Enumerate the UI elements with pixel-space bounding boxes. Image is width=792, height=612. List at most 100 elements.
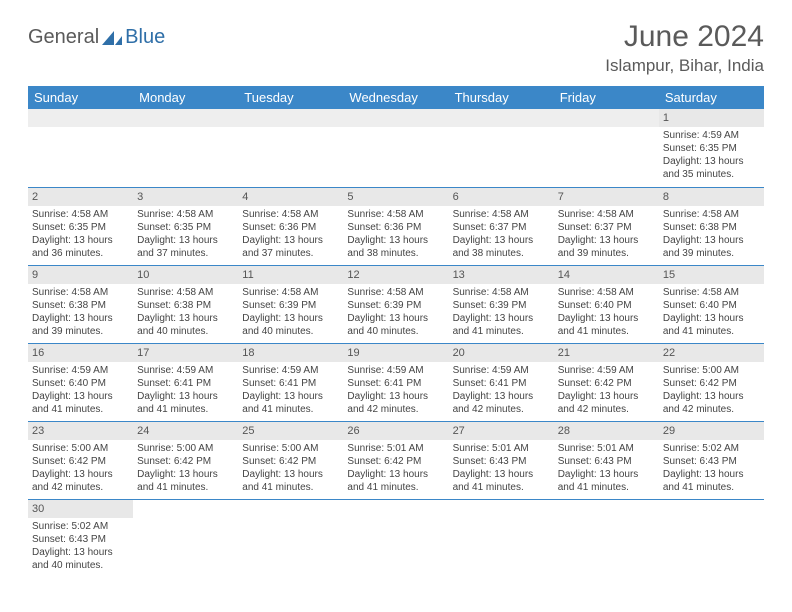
calendar-day-cell: 4Sunrise: 4:58 AMSunset: 6:36 PMDaylight… xyxy=(238,187,343,265)
daylight-line: Daylight: 13 hours and 42 minutes. xyxy=(32,468,129,494)
calendar-day-cell: 29Sunrise: 5:02 AMSunset: 6:43 PMDayligh… xyxy=(659,421,764,499)
sunrise-line: Sunrise: 5:02 AM xyxy=(663,442,760,455)
sunset-line: Sunset: 6:40 PM xyxy=(32,377,129,390)
calendar-day-cell: 21Sunrise: 4:59 AMSunset: 6:42 PMDayligh… xyxy=(554,343,659,421)
sunset-line: Sunset: 6:39 PM xyxy=(453,299,550,312)
sunrise-line: Sunrise: 4:59 AM xyxy=(453,364,550,377)
sunrise-line: Sunrise: 4:59 AM xyxy=(347,364,444,377)
sunrise-line: Sunrise: 4:59 AM xyxy=(32,364,129,377)
day-details: Sunrise: 4:58 AMSunset: 6:35 PMDaylight:… xyxy=(28,206,133,264)
weekday-header: Saturday xyxy=(659,86,764,109)
day-details: Sunrise: 4:58 AMSunset: 6:38 PMDaylight:… xyxy=(659,206,764,264)
day-details: Sunrise: 5:00 AMSunset: 6:42 PMDaylight:… xyxy=(28,440,133,498)
day-details: Sunrise: 4:59 AMSunset: 6:40 PMDaylight:… xyxy=(28,362,133,420)
sunset-line: Sunset: 6:37 PM xyxy=(453,221,550,234)
calendar-day-cell xyxy=(238,499,343,577)
day-number: 29 xyxy=(659,422,764,440)
sunrise-line: Sunrise: 4:58 AM xyxy=(663,286,760,299)
sunset-line: Sunset: 6:35 PM xyxy=(32,221,129,234)
day-details: Sunrise: 4:58 AMSunset: 6:37 PMDaylight:… xyxy=(554,206,659,264)
daylight-line: Daylight: 13 hours and 40 minutes. xyxy=(137,312,234,338)
empty-day-head xyxy=(28,109,133,127)
day-details: Sunrise: 4:59 AMSunset: 6:41 PMDaylight:… xyxy=(238,362,343,420)
sunset-line: Sunset: 6:37 PM xyxy=(558,221,655,234)
day-details: Sunrise: 4:59 AMSunset: 6:41 PMDaylight:… xyxy=(343,362,448,420)
sunset-line: Sunset: 6:42 PM xyxy=(32,455,129,468)
day-number: 2 xyxy=(28,188,133,206)
calendar-day-cell: 26Sunrise: 5:01 AMSunset: 6:42 PMDayligh… xyxy=(343,421,448,499)
calendar-week-row: 2Sunrise: 4:58 AMSunset: 6:35 PMDaylight… xyxy=(28,187,764,265)
sunset-line: Sunset: 6:35 PM xyxy=(663,142,760,155)
sunrise-line: Sunrise: 5:00 AM xyxy=(32,442,129,455)
calendar-day-cell: 17Sunrise: 4:59 AMSunset: 6:41 PMDayligh… xyxy=(133,343,238,421)
brand-sail-icon xyxy=(101,30,123,46)
daylight-line: Daylight: 13 hours and 41 minutes. xyxy=(453,468,550,494)
daylight-line: Daylight: 13 hours and 40 minutes. xyxy=(242,312,339,338)
daylight-line: Daylight: 13 hours and 38 minutes. xyxy=(453,234,550,260)
daylight-line: Daylight: 13 hours and 37 minutes. xyxy=(137,234,234,260)
calendar-day-cell xyxy=(133,109,238,187)
sunrise-line: Sunrise: 4:58 AM xyxy=(663,208,760,221)
sunset-line: Sunset: 6:41 PM xyxy=(347,377,444,390)
calendar-day-cell: 25Sunrise: 5:00 AMSunset: 6:42 PMDayligh… xyxy=(238,421,343,499)
daylight-line: Daylight: 13 hours and 41 minutes. xyxy=(32,390,129,416)
day-details: Sunrise: 5:02 AMSunset: 6:43 PMDaylight:… xyxy=(28,518,133,576)
page-header: General Blue June 2024 Islampur, Bihar, … xyxy=(28,20,764,76)
day-number: 11 xyxy=(238,266,343,284)
day-number: 19 xyxy=(343,344,448,362)
weekday-header: Thursday xyxy=(449,86,554,109)
sunset-line: Sunset: 6:43 PM xyxy=(663,455,760,468)
sunset-line: Sunset: 6:42 PM xyxy=(137,455,234,468)
calendar-day-cell xyxy=(343,109,448,187)
calendar-day-cell: 2Sunrise: 4:58 AMSunset: 6:35 PMDaylight… xyxy=(28,187,133,265)
calendar-day-cell: 18Sunrise: 4:59 AMSunset: 6:41 PMDayligh… xyxy=(238,343,343,421)
sunrise-line: Sunrise: 4:58 AM xyxy=(558,208,655,221)
calendar-day-cell: 19Sunrise: 4:59 AMSunset: 6:41 PMDayligh… xyxy=(343,343,448,421)
calendar-table: Sunday Monday Tuesday Wednesday Thursday… xyxy=(28,86,764,577)
day-details: Sunrise: 4:58 AMSunset: 6:38 PMDaylight:… xyxy=(28,284,133,342)
daylight-line: Daylight: 13 hours and 41 minutes. xyxy=(558,312,655,338)
calendar-day-cell xyxy=(659,499,764,577)
sunset-line: Sunset: 6:42 PM xyxy=(663,377,760,390)
daylight-line: Daylight: 13 hours and 39 minutes. xyxy=(558,234,655,260)
calendar-day-cell: 24Sunrise: 5:00 AMSunset: 6:42 PMDayligh… xyxy=(133,421,238,499)
sunrise-line: Sunrise: 4:59 AM xyxy=(663,129,760,142)
sunset-line: Sunset: 6:39 PM xyxy=(347,299,444,312)
sunset-line: Sunset: 6:36 PM xyxy=(242,221,339,234)
day-number: 23 xyxy=(28,422,133,440)
daylight-line: Daylight: 13 hours and 39 minutes. xyxy=(663,234,760,260)
calendar-day-cell xyxy=(554,499,659,577)
location-text: Islampur, Bihar, India xyxy=(605,56,764,76)
sunrise-line: Sunrise: 4:59 AM xyxy=(558,364,655,377)
calendar-day-cell: 28Sunrise: 5:01 AMSunset: 6:43 PMDayligh… xyxy=(554,421,659,499)
empty-day-head xyxy=(238,109,343,127)
daylight-line: Daylight: 13 hours and 41 minutes. xyxy=(242,468,339,494)
day-details: Sunrise: 5:00 AMSunset: 6:42 PMDaylight:… xyxy=(659,362,764,420)
day-number: 8 xyxy=(659,188,764,206)
calendar-day-cell: 13Sunrise: 4:58 AMSunset: 6:39 PMDayligh… xyxy=(449,265,554,343)
sunset-line: Sunset: 6:36 PM xyxy=(347,221,444,234)
daylight-line: Daylight: 13 hours and 41 minutes. xyxy=(137,390,234,416)
calendar-day-cell: 20Sunrise: 4:59 AMSunset: 6:41 PMDayligh… xyxy=(449,343,554,421)
sunset-line: Sunset: 6:41 PM xyxy=(137,377,234,390)
sunrise-line: Sunrise: 4:58 AM xyxy=(32,286,129,299)
calendar-day-cell xyxy=(238,109,343,187)
day-details: Sunrise: 4:59 AMSunset: 6:35 PMDaylight:… xyxy=(659,127,764,185)
sunrise-line: Sunrise: 4:58 AM xyxy=(137,286,234,299)
sunset-line: Sunset: 6:41 PM xyxy=(242,377,339,390)
weekday-header: Wednesday xyxy=(343,86,448,109)
daylight-line: Daylight: 13 hours and 41 minutes. xyxy=(558,468,655,494)
day-number: 22 xyxy=(659,344,764,362)
calendar-day-cell xyxy=(554,109,659,187)
sunrise-line: Sunrise: 4:58 AM xyxy=(558,286,655,299)
sunset-line: Sunset: 6:40 PM xyxy=(663,299,760,312)
day-details: Sunrise: 5:01 AMSunset: 6:43 PMDaylight:… xyxy=(449,440,554,498)
day-details: Sunrise: 5:02 AMSunset: 6:43 PMDaylight:… xyxy=(659,440,764,498)
sunrise-line: Sunrise: 4:58 AM xyxy=(32,208,129,221)
sunrise-line: Sunrise: 5:00 AM xyxy=(242,442,339,455)
calendar-day-cell xyxy=(133,499,238,577)
calendar-day-cell: 14Sunrise: 4:58 AMSunset: 6:40 PMDayligh… xyxy=(554,265,659,343)
sunset-line: Sunset: 6:41 PM xyxy=(453,377,550,390)
weekday-header: Sunday xyxy=(28,86,133,109)
sunset-line: Sunset: 6:42 PM xyxy=(347,455,444,468)
